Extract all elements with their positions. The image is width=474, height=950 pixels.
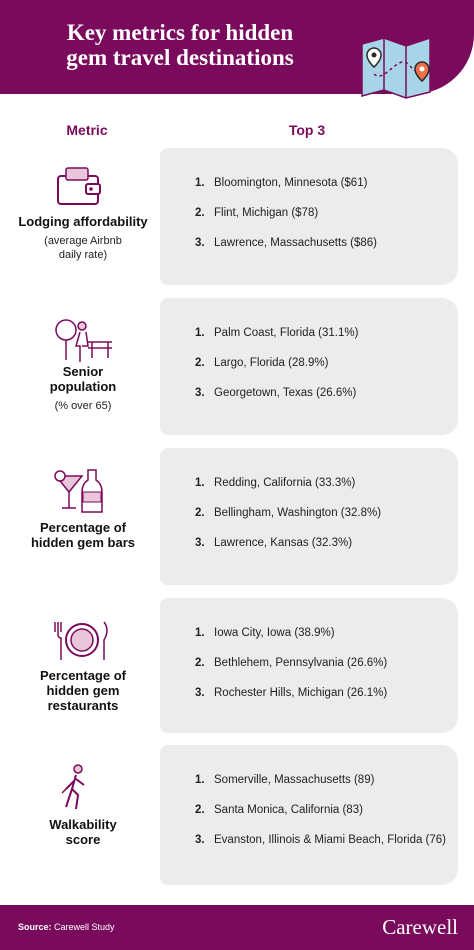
metric-name: restaurants xyxy=(47,698,119,713)
destination: Evanston, Illinois & Miami Beach, Florid… xyxy=(214,834,447,846)
rank: 3. xyxy=(195,387,205,399)
title-line: gem travel destinations xyxy=(66,45,294,70)
metric-name: population xyxy=(49,379,117,394)
brand: Carewell xyxy=(382,915,458,939)
destination: Rochester Hills, Michigan (26.1%) xyxy=(214,687,388,699)
rank: 3. xyxy=(195,537,205,549)
destination: Somerville, Massachusetts (89) xyxy=(214,774,375,786)
panel xyxy=(160,148,458,285)
metric-icon xyxy=(54,469,103,513)
metric-name: Walkability xyxy=(49,817,117,832)
metric-note: (average Airbnb xyxy=(44,235,122,247)
destination: Georgetown, Texas (26.6%) xyxy=(214,387,357,399)
metric-name: Percentage of xyxy=(40,520,126,535)
destination: Bloomington, Minnesota ($61) xyxy=(214,177,368,189)
destination: Iowa City, Iowa (38.9%) xyxy=(214,627,335,639)
metric-note: daily rate) xyxy=(58,249,108,261)
metric-icon xyxy=(55,319,112,362)
rank: 3. xyxy=(195,687,205,699)
panel xyxy=(160,598,458,733)
destination: Palm Coast, Florida (31.1%) xyxy=(214,327,359,339)
destination: Santa Monica, California (83) xyxy=(214,804,363,816)
destination: Flint, Michigan ($78) xyxy=(214,207,319,219)
map-icon xyxy=(361,36,431,99)
destination: Lawrence, Kansas (32.3%) xyxy=(214,537,353,549)
rank: 1. xyxy=(195,627,205,639)
source-label: Source: xyxy=(18,922,52,932)
column-header: Top 3 xyxy=(288,122,326,138)
metric-icon xyxy=(54,621,108,660)
metric-name: Percentage of xyxy=(40,668,126,683)
panel xyxy=(160,298,458,435)
metric-icon xyxy=(57,167,101,205)
destination: Redding, California (33.3%) xyxy=(214,477,356,489)
title-line: Key metrics for hidden xyxy=(66,20,294,45)
source-text: Carewell Study xyxy=(54,922,115,932)
rank: 1. xyxy=(195,477,205,489)
rank: 2. xyxy=(195,357,205,369)
metric-icon xyxy=(61,764,85,810)
title: Key metrics for hidden gem travel destina… xyxy=(20,20,340,70)
panel xyxy=(160,448,458,585)
metric-name: hidden gem bars xyxy=(30,535,136,550)
metric-note: (% over 65) xyxy=(54,400,112,412)
rank: 3. xyxy=(195,834,205,846)
column-header: Metric xyxy=(66,122,108,138)
rank: 3. xyxy=(195,237,205,249)
metric-name: Senior xyxy=(62,364,104,379)
destination: Bethlehem, Pennsylvania (26.6%) xyxy=(214,657,388,669)
rank: 1. xyxy=(195,327,205,339)
metric-name: score xyxy=(65,832,101,847)
panel xyxy=(160,745,458,885)
source: Source: Carewell Study xyxy=(18,922,115,932)
metric-name: hidden gem xyxy=(46,683,120,698)
destination: Lawrence, Massachusetts ($86) xyxy=(214,237,377,249)
rank: 2. xyxy=(195,507,205,519)
destination: Largo, Florida (28.9%) xyxy=(214,357,329,369)
rank: 1. xyxy=(195,774,205,786)
rank: 2. xyxy=(195,207,205,219)
metric-name: Lodging affordability xyxy=(18,214,148,229)
rank: 2. xyxy=(195,657,205,669)
footer-band xyxy=(0,905,474,950)
destination: Bellingham, Washington (32.8%) xyxy=(214,507,382,519)
rank: 1. xyxy=(195,177,205,189)
rank: 2. xyxy=(195,804,205,816)
